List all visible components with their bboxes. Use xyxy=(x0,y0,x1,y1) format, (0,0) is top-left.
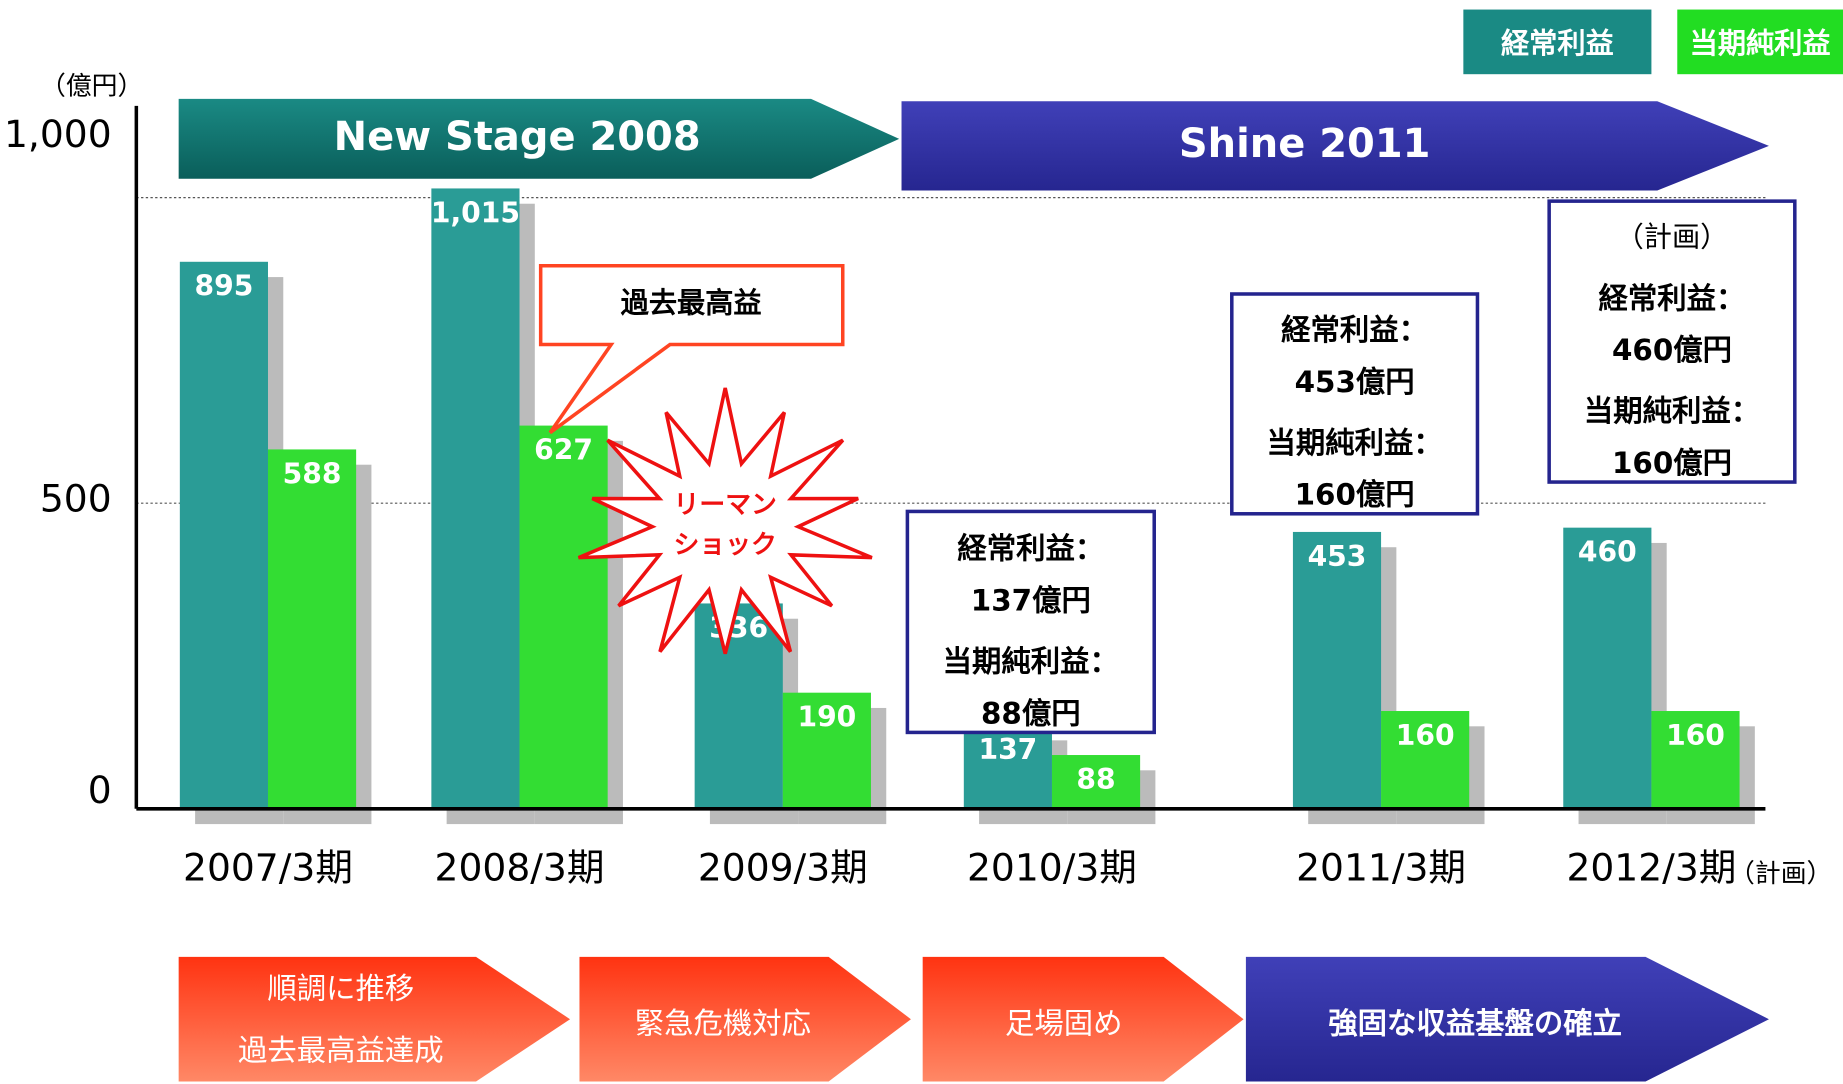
value-label: 588 xyxy=(283,457,342,490)
step-arrow xyxy=(1245,956,1769,1082)
step-text: 順調に推移 xyxy=(267,971,414,1005)
legend-swatch xyxy=(1463,9,1652,75)
unit-label: （億円） xyxy=(40,72,143,102)
step-text: 足場固め xyxy=(1005,1007,1123,1041)
bar xyxy=(1563,527,1652,809)
info-text: 当期純利益： xyxy=(943,645,1119,679)
bar xyxy=(1051,755,1141,809)
info-text: 160億円 xyxy=(1612,446,1732,480)
info-text: 160億円 xyxy=(1295,478,1415,512)
callout xyxy=(538,264,845,435)
legend-swatch xyxy=(1677,9,1843,75)
x-tick-label: 2010/3期 xyxy=(967,845,1137,889)
value-label: 453 xyxy=(1308,540,1367,573)
x-tick-label: 2008/3期 xyxy=(435,845,605,889)
info-text: 88億円 xyxy=(981,696,1081,730)
value-label: 137 xyxy=(978,733,1037,766)
y-tick-label: 1,000 xyxy=(4,112,112,156)
step-arrow xyxy=(178,956,571,1082)
info-box xyxy=(1230,292,1480,516)
bar xyxy=(1292,531,1382,809)
bar xyxy=(963,725,1052,809)
burst-text: リーマン xyxy=(674,490,777,520)
bar xyxy=(179,261,268,809)
value-label: 627 xyxy=(534,433,593,466)
value-label: 88 xyxy=(1076,763,1115,796)
bar xyxy=(694,603,783,809)
x-tick-label: 2007/3期 xyxy=(183,845,353,889)
info-text: （計画） xyxy=(1616,221,1729,254)
burst xyxy=(577,387,873,655)
info-text: 経常利益： xyxy=(957,532,1104,566)
y-tick-label: 500 xyxy=(40,476,112,520)
value-label: 160 xyxy=(1666,719,1725,752)
step-text: 緊急危機対応 xyxy=(635,1007,811,1041)
bar xyxy=(431,188,520,809)
info-text: 経常利益： xyxy=(1599,281,1746,315)
x-tick-label: 2011/3期 xyxy=(1296,845,1466,889)
bar xyxy=(267,449,357,809)
callout-text: 過去最高益 xyxy=(621,287,762,320)
step-text: 強固な収益基盤の確立 xyxy=(1328,1007,1622,1041)
info-text: 453億円 xyxy=(1295,365,1415,399)
bar xyxy=(519,425,608,809)
info-text: 460億円 xyxy=(1612,333,1732,367)
info-text: 当期純利益： xyxy=(1584,394,1760,428)
phase-label: New Stage 2008 xyxy=(334,114,701,160)
value-label: 460 xyxy=(1578,536,1637,569)
burst-text: ショック xyxy=(674,530,777,560)
phase-arrow xyxy=(901,101,1769,191)
y-tick-label: 0 xyxy=(88,768,112,812)
value-label: 895 xyxy=(194,270,253,303)
value-label: 1,015 xyxy=(431,196,520,229)
category-note: （計画） xyxy=(1729,859,1832,889)
bar xyxy=(1381,711,1470,809)
info-box xyxy=(905,509,1156,735)
x-tick-label: 2012/3期 xyxy=(1566,845,1736,889)
info-text: 経常利益： xyxy=(1281,313,1428,347)
phase-arrow xyxy=(178,98,900,179)
legend-label: 経常利益 xyxy=(1501,27,1614,60)
phase-label: Shine 2011 xyxy=(1179,121,1431,167)
bar xyxy=(1651,711,1740,809)
step-text: 過去最高益達成 xyxy=(238,1034,444,1068)
info-text: 137億円 xyxy=(971,583,1091,617)
step-arrow xyxy=(579,956,911,1082)
legend-label: 当期純利益 xyxy=(1690,27,1831,60)
step-arrow xyxy=(922,956,1244,1082)
value-label: 160 xyxy=(1396,719,1455,752)
info-box xyxy=(1547,199,1797,484)
bar xyxy=(782,692,871,809)
x-tick-label: 2009/3期 xyxy=(698,845,868,889)
value-label: 190 xyxy=(797,701,856,734)
info-text: 当期純利益： xyxy=(1266,426,1442,460)
